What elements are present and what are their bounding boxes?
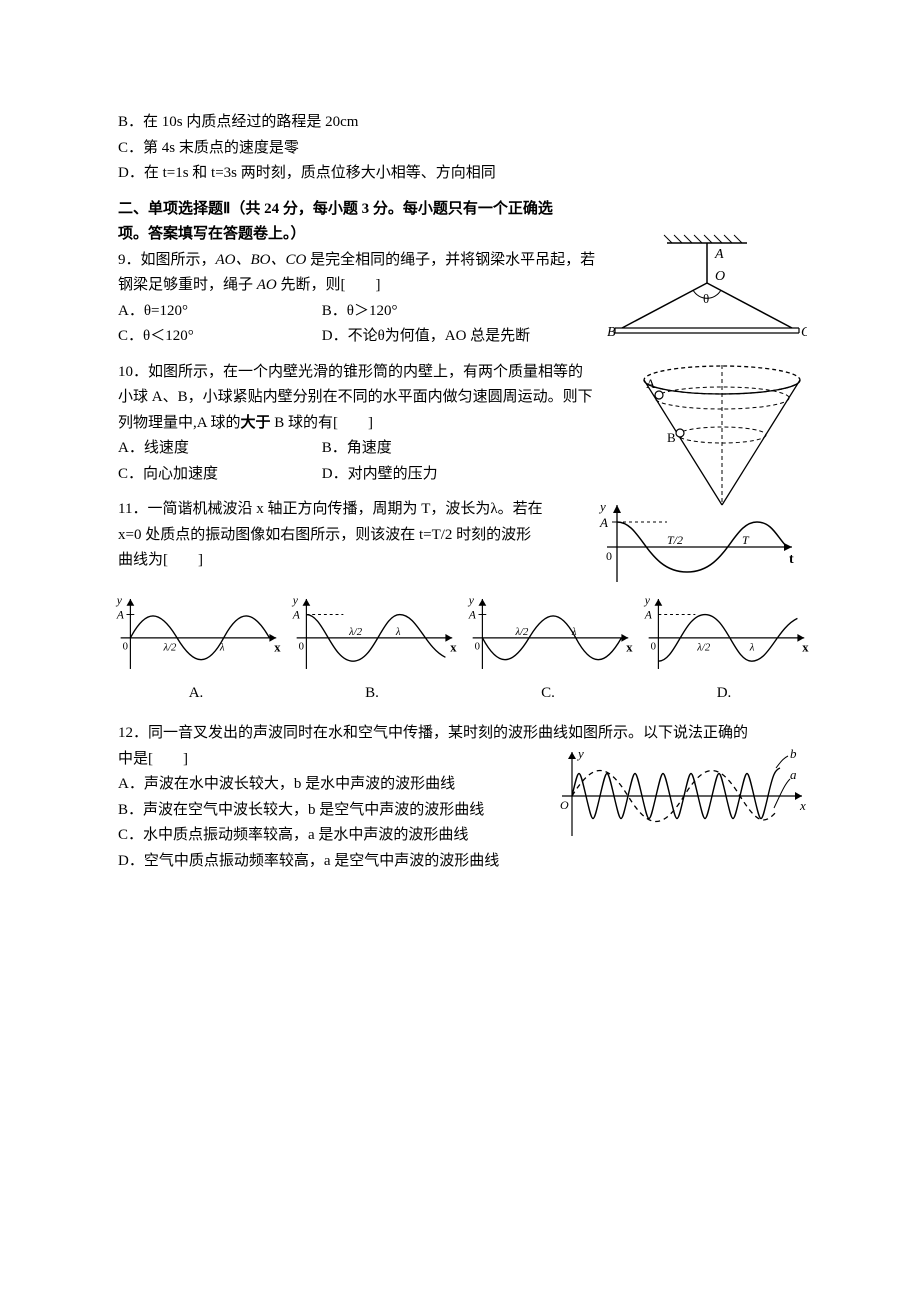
q10-optD: D．对内壁的压力	[322, 462, 522, 488]
svg-text:λ: λ	[218, 641, 224, 653]
q11-ylabel: y	[598, 499, 606, 514]
q9: A O θ B C 9．如图所示，AO	[118, 248, 802, 350]
q9-optA: A．θ=120°	[118, 299, 318, 325]
q9-label-C: C	[801, 325, 807, 340]
svg-text:y: y	[643, 593, 650, 606]
svg-text:λ: λ	[570, 625, 576, 637]
q12-svg: y x O b a	[552, 746, 812, 841]
q8-optD: D．在 t=1s 和 t=3s 两时刻，质点位移大小相等、方向相同	[118, 161, 802, 187]
q10-figure: A B	[632, 360, 812, 520]
svg-text:A: A	[291, 608, 300, 621]
q11-optA-cell: y A x 0 λ/2 λ A.	[108, 589, 284, 707]
q9-svg: A O θ B C	[607, 228, 807, 348]
q12-label-b: b	[790, 746, 797, 761]
q10-optC: C．向心加速度	[118, 462, 318, 488]
svg-text:0: 0	[298, 640, 303, 652]
svg-text:x: x	[802, 640, 809, 654]
q10-label-A: A	[646, 376, 656, 391]
svg-text:x: x	[274, 640, 281, 654]
q11-svg: y A t 0 T/2 T	[592, 497, 802, 587]
q11-options-row: y A x 0 λ/2 λ A. y	[108, 589, 812, 707]
q12-stem-l1: 12．同一音叉发出的声波同时在水和空气中传播，某时刻的波形曲线如图所示。以下说法…	[118, 721, 802, 747]
q10-optA: A．线速度	[118, 436, 318, 462]
svg-text:0: 0	[122, 640, 127, 652]
q9-figure: A O θ B C	[607, 228, 807, 348]
q9-optB: B．θ＞120°	[322, 299, 522, 325]
q11-xlabel: t	[789, 552, 794, 567]
svg-text:y: y	[115, 593, 122, 606]
q12-O: O	[560, 798, 569, 812]
q8-optB: B．在 10s 内质点经过的路程是 20cm	[118, 110, 802, 136]
q11-tick-T: T	[742, 533, 750, 547]
q11-optA-label: A.	[108, 681, 284, 707]
q10-optB: B．角速度	[322, 436, 522, 462]
svg-text:λ: λ	[394, 625, 400, 637]
q9-label-theta: θ	[703, 291, 709, 306]
svg-text:0: 0	[474, 640, 479, 652]
svg-text:λ/2: λ/2	[696, 641, 711, 653]
q11-optC-label: C.	[460, 681, 636, 707]
q8-optC: C．第 4s 末质点的速度是零	[118, 136, 802, 162]
svg-text:λ/2: λ/2	[162, 641, 177, 653]
svg-text:A: A	[467, 608, 476, 621]
q11-tick-T2: T/2	[667, 533, 683, 547]
q12-figure: y x O b a	[552, 746, 812, 841]
q9-stem-p3: 钢梁足够重时，绳子	[118, 277, 257, 293]
q11-optD-cell: y A x 0 λ/2 λ D.	[636, 589, 812, 707]
q11-optC-cell: y A x 0 λ/2 λ C.	[460, 589, 636, 707]
q9-stem-p4: 先断，则[ ]	[277, 277, 381, 293]
q12-xlabel: x	[799, 798, 806, 813]
q9-label-O: O	[715, 269, 725, 284]
svg-text:λ: λ	[748, 641, 754, 653]
q10-stem-em: 大于	[241, 415, 271, 431]
q11-optB-label: B.	[284, 681, 460, 707]
q11-optB-cell: y A x 0 λ/2 λ B.	[284, 589, 460, 707]
svg-text:0: 0	[606, 549, 612, 563]
q9-stem-em2: AO	[257, 277, 277, 293]
q8-options-cont: B．在 10s 内质点经过的路程是 20cm C．第 4s 末质点的速度是零 D…	[118, 110, 802, 187]
svg-text:λ/2: λ/2	[348, 625, 363, 637]
q11-optD-svg: y A x 0 λ/2 λ	[637, 589, 812, 677]
q11-optB-svg: y A x 0 λ/2 λ	[285, 589, 460, 677]
svg-text:x: x	[626, 640, 633, 654]
q12-label-a: a	[790, 767, 797, 782]
q9-label-A: A	[714, 247, 724, 262]
q10: A B 10．如图所示，在一个内壁光滑的锥形筒的内壁上，有两个质量相等的 小球 …	[118, 360, 802, 488]
q11-optA-svg: y A x 0 λ/2 λ	[109, 589, 284, 677]
q9-stem-p2: 是完全相同的绳子，并将钢梁水平吊起，若	[306, 252, 595, 268]
svg-text:y: y	[467, 593, 474, 606]
svg-text:y: y	[291, 593, 298, 606]
svg-text:A: A	[115, 608, 124, 621]
q9-stem-p1: 9．如图所示，	[118, 252, 216, 268]
q9-optC: C．θ＜120°	[118, 324, 318, 350]
q11: y A t 0 T/2 T 11．一简谐机械波沿 x 轴正方向传播，周期为 T，…	[118, 497, 802, 706]
q9-label-B: B	[607, 325, 616, 340]
svg-text:A: A	[643, 608, 652, 621]
q10-svg: A B	[632, 360, 812, 520]
q11-A: A	[599, 515, 608, 530]
q10-stem-p4: B 球的有[ ]	[271, 415, 374, 431]
q10-stem-p3: 列物理量中,A 球的	[118, 415, 241, 431]
q10-label-B: B	[667, 430, 676, 445]
section2-line1: 二、单项选择题Ⅱ（共 24 分，每小题 3 分。每小题只有一个正确选	[118, 197, 802, 223]
q9-optD: D．不论θ为何值，AO 总是先断	[322, 324, 582, 350]
q11-optC-svg: y A x 0 λ/2 λ	[461, 589, 636, 677]
q9-stem-em1: AO、BO、CO	[216, 252, 307, 268]
q12-ylabel: y	[576, 746, 584, 761]
svg-text:λ/2: λ/2	[514, 625, 529, 637]
q12-optD: D．空气中质点振动频率较高，a 是空气中声波的波形曲线	[118, 849, 802, 875]
svg-text:0: 0	[650, 640, 655, 652]
q11-figure: y A t 0 T/2 T	[592, 497, 802, 587]
q11-optD-label: D.	[636, 681, 812, 707]
section2-header: 二、单项选择题Ⅱ（共 24 分，每小题 3 分。每小题只有一个正确选 项。答案填…	[118, 197, 802, 350]
q12: 12．同一音叉发出的声波同时在水和空气中传播，某时刻的波形曲线如图所示。以下说法…	[118, 721, 802, 874]
svg-text:x: x	[450, 640, 457, 654]
